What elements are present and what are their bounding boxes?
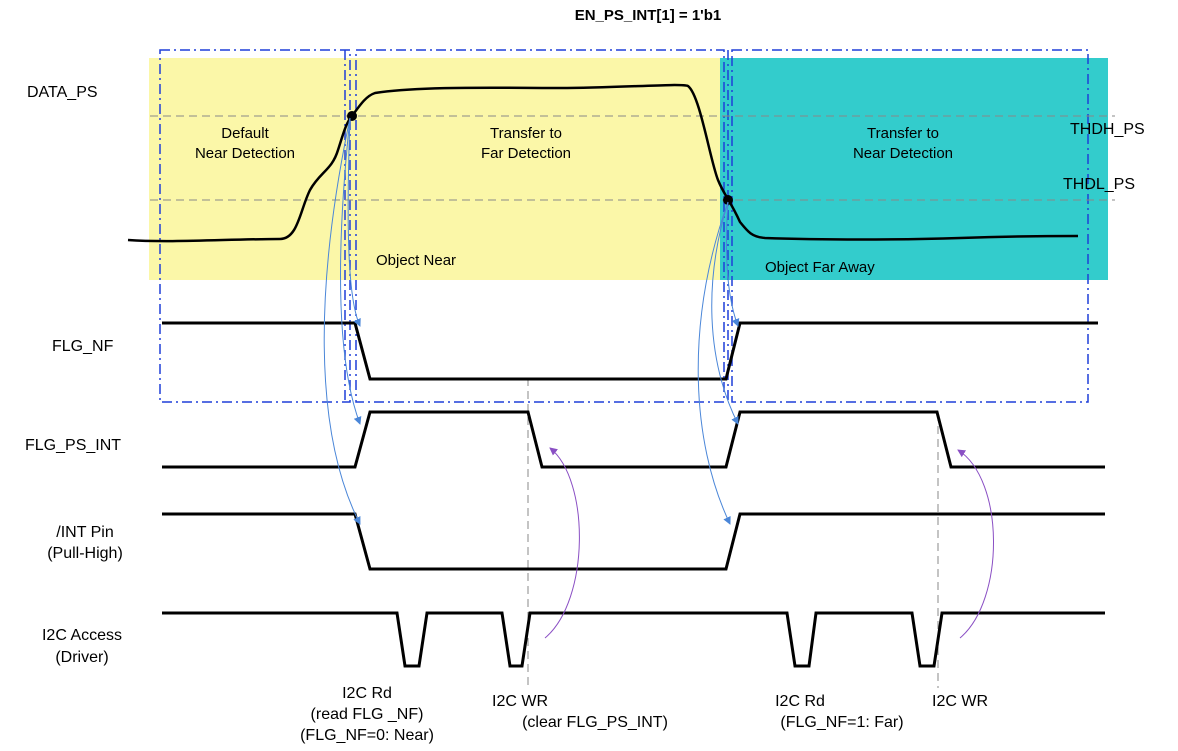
cause-arrow: [725, 201, 740, 327]
region-transfer-far-line1: Transfer to: [490, 125, 562, 142]
flg-nf-waveform: [162, 321, 1098, 381]
cause-arrow: [347, 117, 361, 327]
near-region-left: [149, 58, 355, 280]
region-transfer-near-line2: Near Detection: [853, 145, 953, 162]
clear-arrow: [957, 449, 994, 639]
event-rd2-line2: (FLG_NF=1: Far): [780, 714, 903, 731]
event-wr2-line1: I2C WR: [932, 693, 988, 710]
diagram-title: EN_PS_INT[1] = 1'b1: [575, 7, 722, 24]
int-pin-waveform: [162, 512, 1105, 571]
signal-int-pin-line1: /INT Pin: [56, 524, 114, 541]
event-rd1-line1: I2C Rd: [342, 685, 392, 702]
object-far-label: Object Far Away: [765, 259, 875, 276]
signal-data-ps: DATA_PS: [27, 84, 98, 101]
object-near-label: Object Near: [376, 252, 456, 269]
box-default-near: [159, 49, 351, 403]
near-region-mid: [355, 58, 720, 280]
signal-flg-nf: FLG_NF: [52, 338, 114, 355]
i2c-access-waveform: [162, 611, 1105, 668]
clear-arrow: [544, 447, 580, 639]
box-transfer-far: [355, 49, 725, 403]
cause-arrow: [711, 201, 739, 425]
event-rd1-line2: (read FLG _NF): [311, 706, 424, 723]
region-transfer-far-line2: Far Detection: [481, 145, 571, 162]
flg-ps-int-waveform: [162, 410, 1105, 469]
thdh-label: THDH_PS: [1070, 121, 1145, 138]
signal-int-pin-line2: (Pull-High): [47, 545, 123, 562]
event-rd1-line3: (FLG_NF=0: Near): [300, 727, 434, 744]
data-ps-curve: [127, 83, 1079, 243]
box-transfer-near: [731, 49, 1089, 403]
cause-arrow: [697, 201, 731, 525]
thdl-crossing-dot: [723, 195, 733, 205]
thdh-crossing-dot: [347, 111, 357, 121]
signal-flg-ps-int: FLG_PS_INT: [25, 437, 121, 454]
cause-arrow: [340, 117, 362, 425]
event-wr1-line2: (clear FLG_PS_INT): [522, 714, 668, 731]
thdl-label: THDL_PS: [1063, 176, 1135, 193]
signal-i2c-line2: (Driver): [55, 649, 108, 666]
far-region: [720, 58, 1108, 280]
signal-i2c-line1: I2C Access: [42, 627, 122, 644]
cause-arrow: [323, 117, 361, 525]
event-rd2-line1: I2C Rd: [775, 693, 825, 710]
region-transfer-near-line1: Transfer to: [867, 125, 939, 142]
event-wr1-line1: I2C WR: [492, 693, 548, 710]
region-default-near-line2: Near Detection: [195, 145, 295, 162]
region-default-near-line1: Default: [221, 125, 269, 142]
